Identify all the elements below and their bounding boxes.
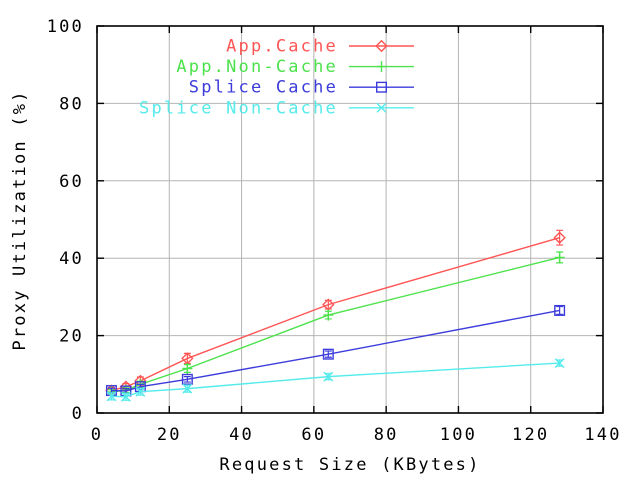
y-tick-label-20: 20 bbox=[59, 327, 84, 347]
legend-label: App.Non-Cache bbox=[176, 57, 338, 77]
x-marker bbox=[554, 358, 565, 369]
series-line bbox=[111, 362, 560, 398]
legend-label: Splice Non-Cache bbox=[139, 98, 338, 118]
x-tick-label-0: 0 bbox=[91, 425, 103, 445]
y-tick-label-0: 0 bbox=[72, 404, 84, 424]
square-marker bbox=[554, 304, 566, 316]
diamond-marker bbox=[375, 39, 388, 53]
x-tick-label-140: 140 bbox=[584, 425, 621, 445]
x-tick-label-80: 80 bbox=[374, 425, 399, 445]
error-bar bbox=[324, 350, 332, 358]
x-marker bbox=[106, 391, 117, 402]
y-tick-label-80: 80 bbox=[59, 94, 84, 114]
legend-entry-app-cache: App.Cache bbox=[226, 37, 414, 57]
plot-border bbox=[96, 25, 604, 414]
x-marker bbox=[120, 391, 131, 402]
y-axis-title: Proxy Utilization (%) bbox=[10, 89, 30, 350]
y-tick-label-100: 100 bbox=[47, 17, 84, 37]
series-splice-cache bbox=[105, 304, 566, 397]
error-bar bbox=[556, 305, 564, 315]
y-tick-label-60: 60 bbox=[59, 172, 84, 192]
y-axis-tick-labels: 0 20 40 60 80 100 bbox=[47, 17, 84, 424]
square-marker bbox=[322, 348, 334, 360]
plus-marker bbox=[182, 362, 193, 374]
legend-entry-app-non-cache: App.Non-Cache bbox=[176, 57, 414, 77]
x-marker bbox=[182, 383, 193, 394]
x-tick-label-120: 120 bbox=[512, 425, 549, 445]
legend-label: Splice Cache bbox=[189, 78, 338, 98]
error-bar bbox=[183, 376, 191, 383]
legend-entry-splice-cache: Splice Cache bbox=[189, 78, 414, 98]
x-marker bbox=[376, 102, 387, 113]
plus-marker bbox=[323, 309, 334, 321]
square-marker bbox=[181, 373, 193, 385]
x-axis-tick-labels: 0 20 40 60 80 100 120 140 bbox=[91, 425, 621, 445]
legend-entry-splice-non-cache: Splice Non-Cache bbox=[139, 98, 414, 118]
x-marker bbox=[135, 386, 146, 397]
x-marker bbox=[323, 371, 334, 382]
gridlines bbox=[97, 26, 603, 413]
square-marker bbox=[376, 81, 388, 93]
series-line bbox=[111, 309, 560, 392]
tick-marks bbox=[96, 25, 604, 414]
x-tick-label-40: 40 bbox=[229, 425, 254, 445]
series-splice-non-cache bbox=[106, 358, 565, 402]
plus-marker bbox=[554, 251, 565, 263]
x-tick-label-20: 20 bbox=[157, 425, 182, 445]
x-tick-label-60: 60 bbox=[301, 425, 326, 445]
x-axis-title: Request Size (KBytes) bbox=[219, 455, 480, 475]
x-tick-label-100: 100 bbox=[440, 425, 477, 445]
legend-label: App.Cache bbox=[226, 37, 338, 57]
plus-marker bbox=[376, 61, 387, 73]
diamond-marker bbox=[553, 231, 566, 244]
y-tick-label-40: 40 bbox=[59, 249, 84, 269]
